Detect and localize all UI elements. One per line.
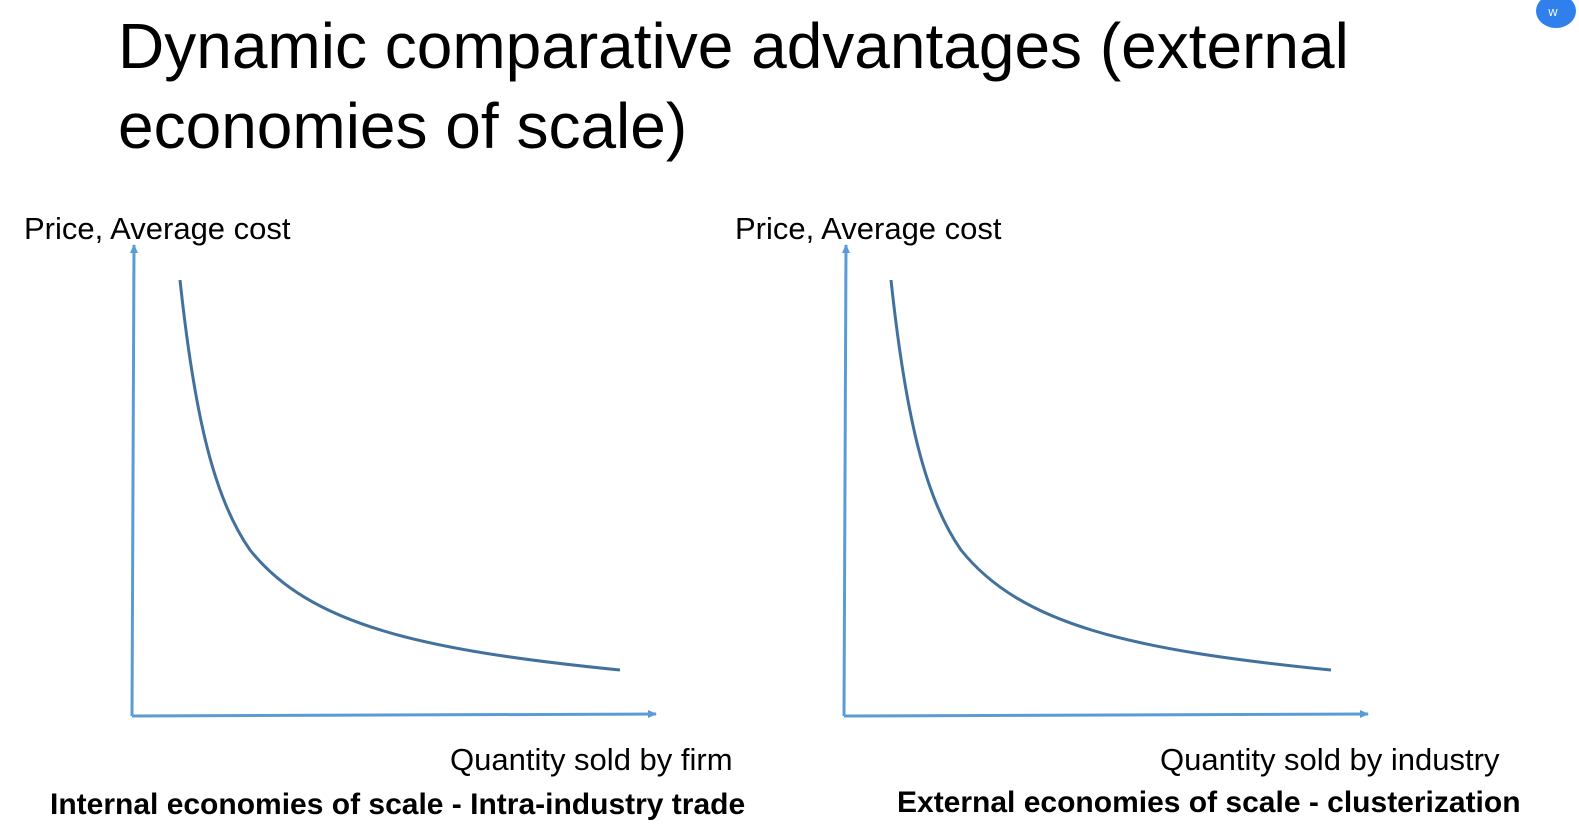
- translate-icon[interactable]: W: [1536, 0, 1576, 28]
- left-caption: Internal economies of scale - Intra-indu…: [50, 788, 746, 821]
- right-x-axis: [843, 710, 1369, 719]
- left-average-cost-curve: [178, 279, 621, 672]
- left-y-axis-label: Price, Average cost: [24, 211, 291, 246]
- right-average-cost-curve: [889, 279, 1332, 672]
- left-y-axis: [129, 244, 138, 717]
- right-y-axis: [841, 244, 850, 717]
- right-caption: External economies of scale - clusteriza…: [897, 786, 1521, 819]
- translate-icon-letter: W: [1548, 8, 1558, 19]
- slide-title: Dynamic comparative advantages (external…: [118, 10, 1349, 162]
- right-y-axis-label: Price, Average cost: [735, 211, 1002, 246]
- right-x-axis-label: Quantity sold by industry: [1160, 742, 1500, 777]
- left-x-axis-label: Quantity sold by firm: [450, 742, 733, 777]
- left-x-axis: [131, 710, 657, 719]
- right-diagram: [841, 244, 1369, 719]
- left-diagram: [129, 244, 657, 719]
